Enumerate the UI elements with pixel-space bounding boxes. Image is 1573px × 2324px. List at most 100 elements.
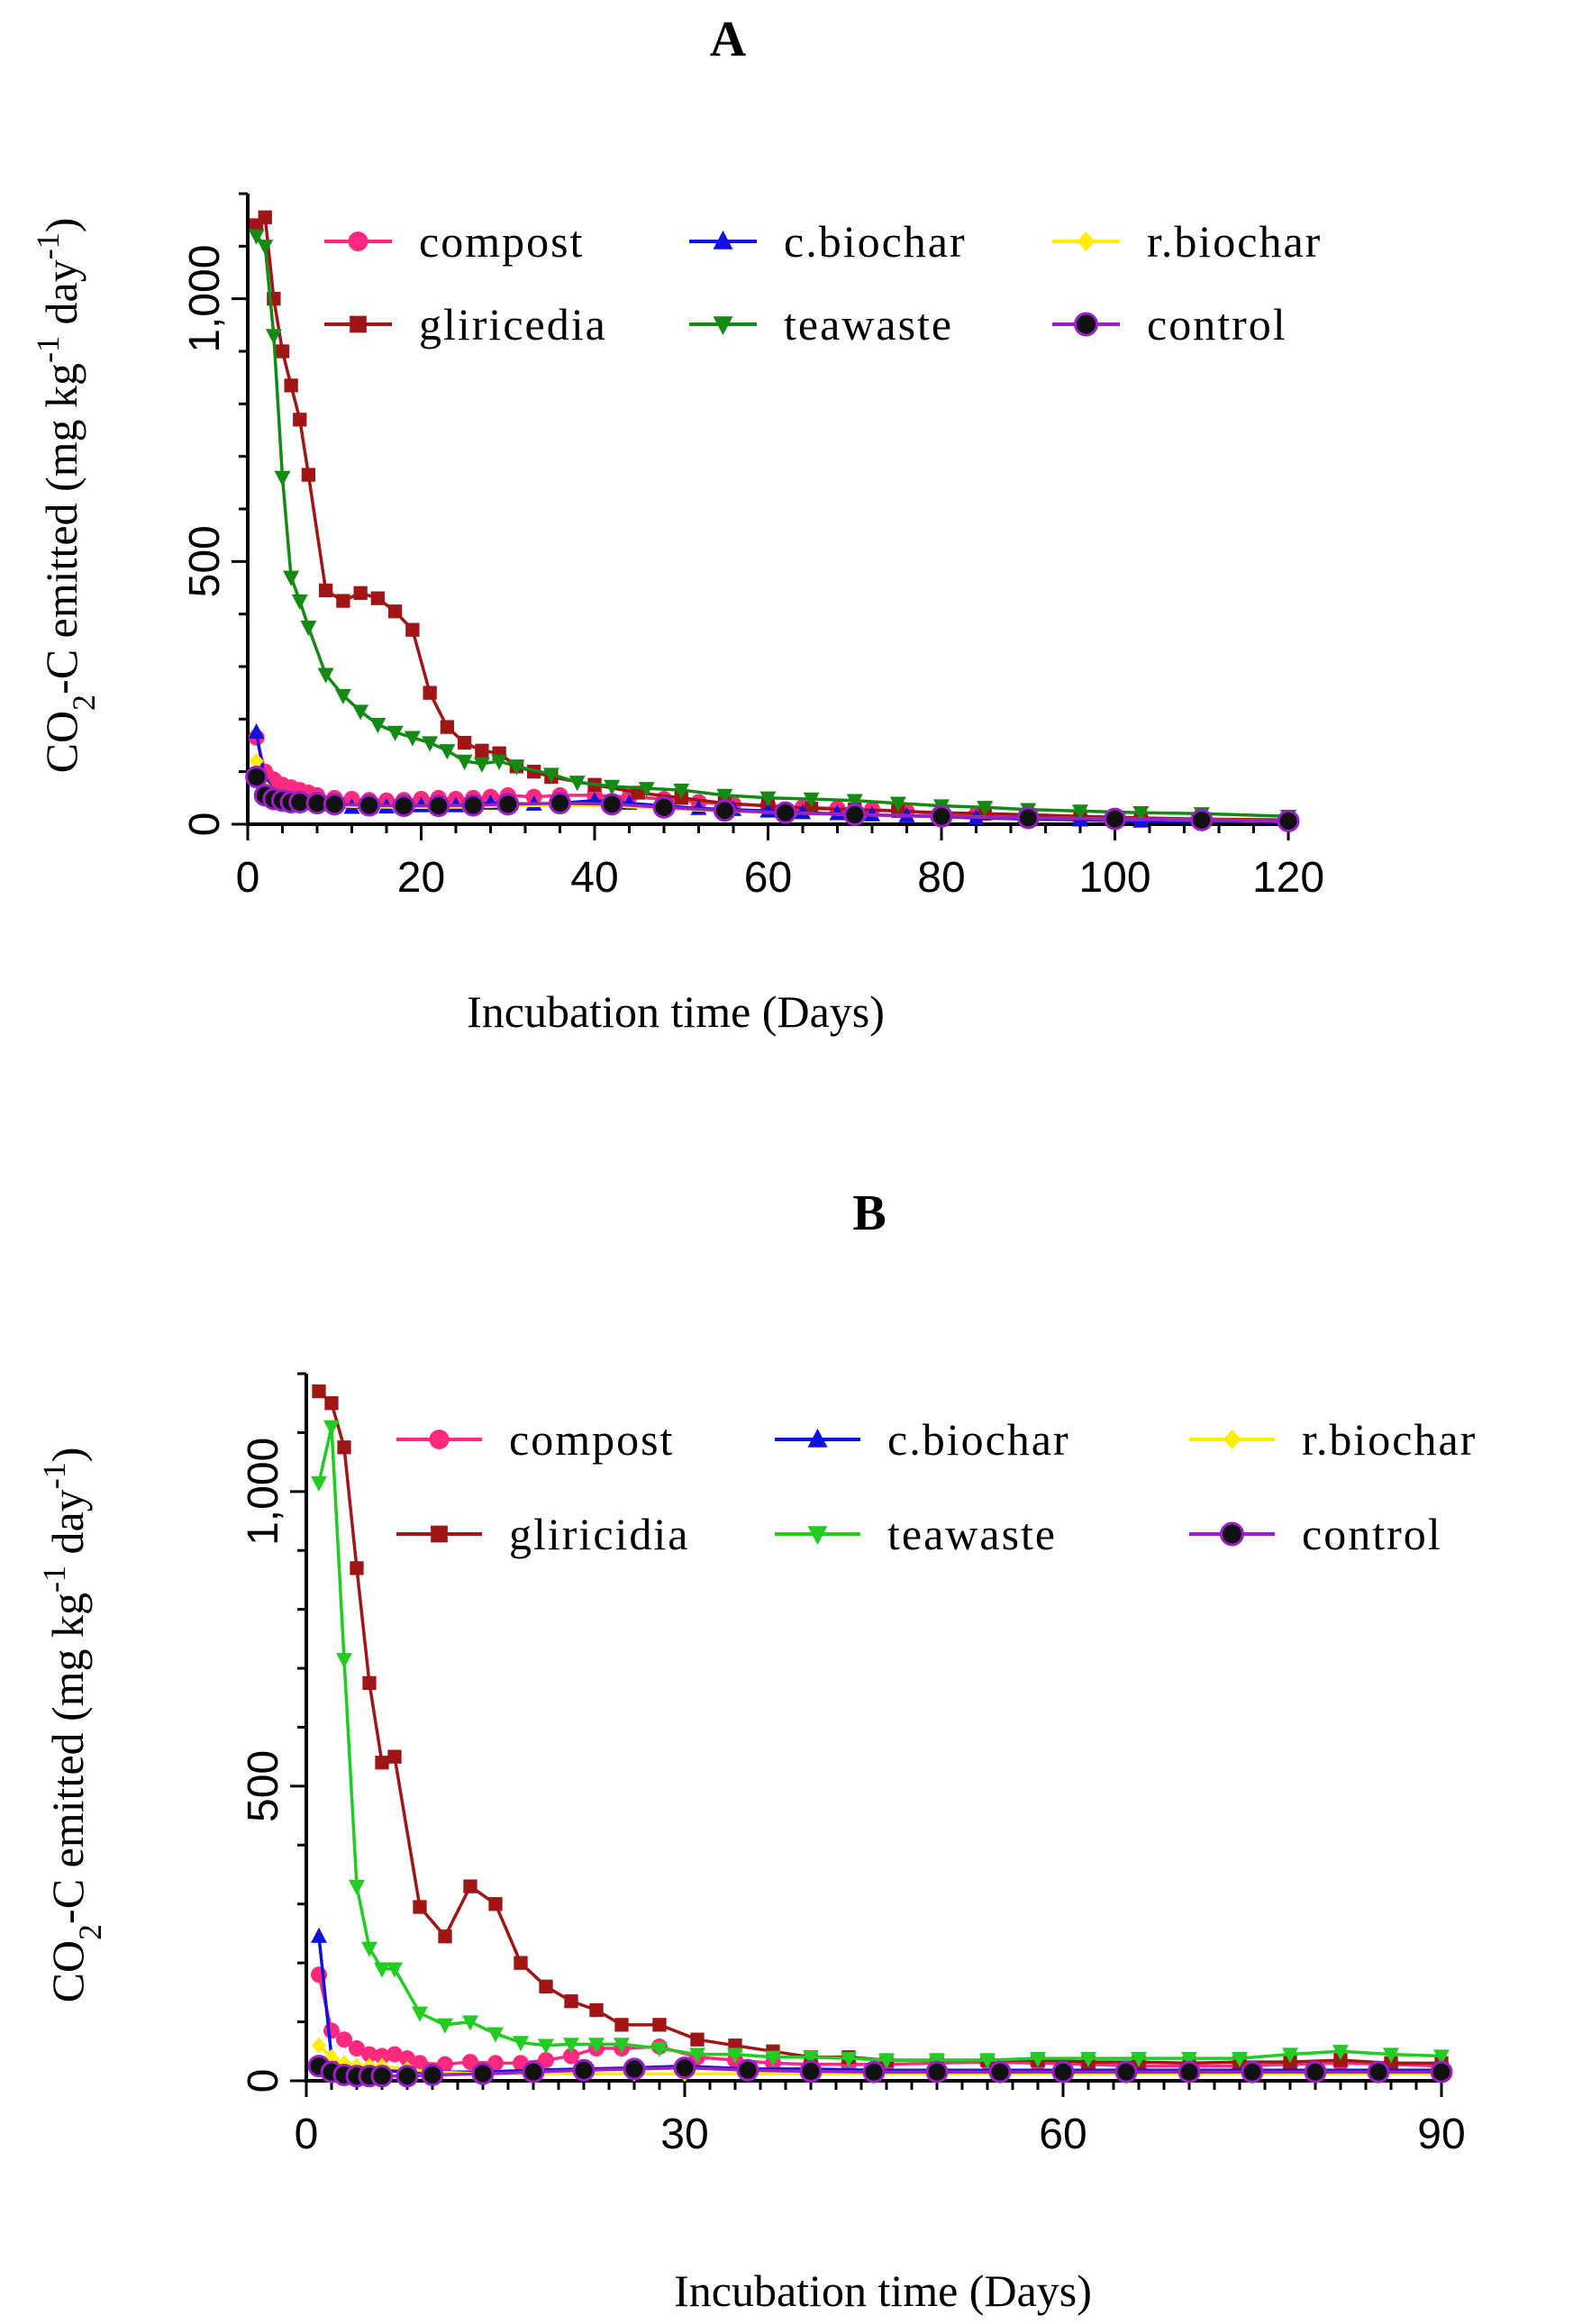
data-point (588, 2038, 605, 2054)
data-point (336, 1653, 352, 1669)
data-point (324, 1396, 339, 1411)
x-tick-label: 0 (295, 2111, 319, 2158)
series-line (317, 1936, 1441, 2074)
legend-entry: c.biochar (775, 1414, 1068, 1465)
data-point (374, 2047, 390, 2065)
data-point (300, 621, 317, 637)
data-point (265, 329, 282, 345)
data-point (1072, 804, 1088, 821)
data-point (600, 793, 623, 816)
data-point (623, 2057, 646, 2081)
data-point (457, 735, 472, 750)
y-tick-label: 0 (181, 812, 229, 837)
x-tick-label: 120 (1252, 854, 1324, 902)
data-point (1367, 2060, 1390, 2083)
legend-marker (429, 1430, 450, 1449)
series-line (317, 1390, 1441, 2065)
data-point (487, 2027, 504, 2043)
data-point (249, 753, 264, 769)
data-point (248, 229, 265, 245)
legend-entry: teawaste (775, 1509, 1055, 1559)
data-point (488, 1897, 503, 1911)
data-point (1190, 808, 1214, 831)
data-point (878, 2053, 895, 2070)
data-point (336, 2031, 352, 2048)
y-tick-label: 0 (240, 2069, 287, 2093)
x-axis-label: Incubation time (Days) (467, 986, 885, 1037)
data-point (245, 766, 268, 788)
data-point (405, 622, 420, 637)
y-tick-label: 1,000 (240, 1438, 287, 1546)
legend-marker (1077, 231, 1096, 251)
data-point (462, 2054, 478, 2071)
data-point (673, 783, 690, 799)
data-point (979, 2053, 996, 2070)
data-point (1114, 2060, 1138, 2083)
data-point (1132, 805, 1150, 822)
data-point (604, 779, 621, 795)
legend-entry: c.biochar (689, 216, 965, 267)
data-point (317, 667, 334, 684)
legend-marker (1220, 1521, 1244, 1547)
data-point (803, 792, 820, 808)
data-point (1177, 2060, 1201, 2083)
data-point (1051, 2060, 1075, 2083)
legend-entry: compost (396, 1414, 672, 1465)
data-point (1304, 2060, 1327, 2083)
data-point (538, 2052, 554, 2069)
data-point (337, 1440, 351, 1455)
legend-entry: control (1052, 299, 1286, 350)
data-point (248, 723, 265, 740)
data-point (387, 1749, 402, 1764)
data-point (846, 794, 863, 810)
data-point (513, 2036, 529, 2052)
data-point (311, 1927, 327, 1943)
data-point (291, 594, 308, 610)
data-point (349, 2040, 365, 2057)
x-tick-label: 100 (1078, 854, 1150, 902)
data-point (439, 744, 456, 760)
data-point (803, 2050, 819, 2066)
x-tick-label: 40 (570, 854, 618, 902)
chart-panel-b: B 0 500 1,000 0 30 60 90 compost gliricidia c.bi… (36, 1185, 1475, 2316)
data-point (437, 2018, 453, 2034)
data-point (438, 1929, 452, 1944)
x-tick-label: 0 (236, 854, 260, 902)
y-tick-label: 500 (240, 1750, 287, 1822)
data-point (427, 794, 450, 818)
data-point (386, 725, 404, 741)
data-point (362, 1675, 377, 1691)
data-point (988, 2060, 1012, 2083)
data-point (759, 791, 777, 807)
data-point (293, 413, 307, 427)
data-point (572, 2058, 596, 2082)
data-point (386, 2046, 403, 2063)
chart-title: A (710, 12, 747, 68)
series-line (317, 1426, 1442, 2062)
data-point (690, 2032, 705, 2047)
data-point (440, 720, 455, 734)
series-line (317, 1974, 1442, 2068)
data-point (461, 794, 485, 817)
data-point (568, 776, 586, 792)
data-point (514, 1956, 528, 1970)
data-point (841, 2051, 857, 2068)
legend-entry: gliricedia (324, 299, 605, 350)
data-point (589, 2002, 604, 2018)
data-point (1383, 2047, 1399, 2064)
data-point (1131, 2051, 1147, 2068)
data-point (689, 2047, 705, 2064)
data-point (795, 803, 811, 820)
data-point (774, 801, 797, 824)
chart-panel-a: A 0 500 1,000 0 20 40 60 80 100 120 compost gliric… (30, 12, 1324, 1037)
data-point (369, 717, 386, 734)
data-point (652, 795, 676, 819)
legend-label: control (1302, 1509, 1442, 1559)
data-point (353, 586, 368, 600)
data-point (358, 794, 381, 817)
y-tick-label: 1,000 (181, 245, 229, 353)
data-point (977, 801, 994, 817)
data-point (614, 2018, 629, 2032)
data-point (862, 2060, 886, 2083)
